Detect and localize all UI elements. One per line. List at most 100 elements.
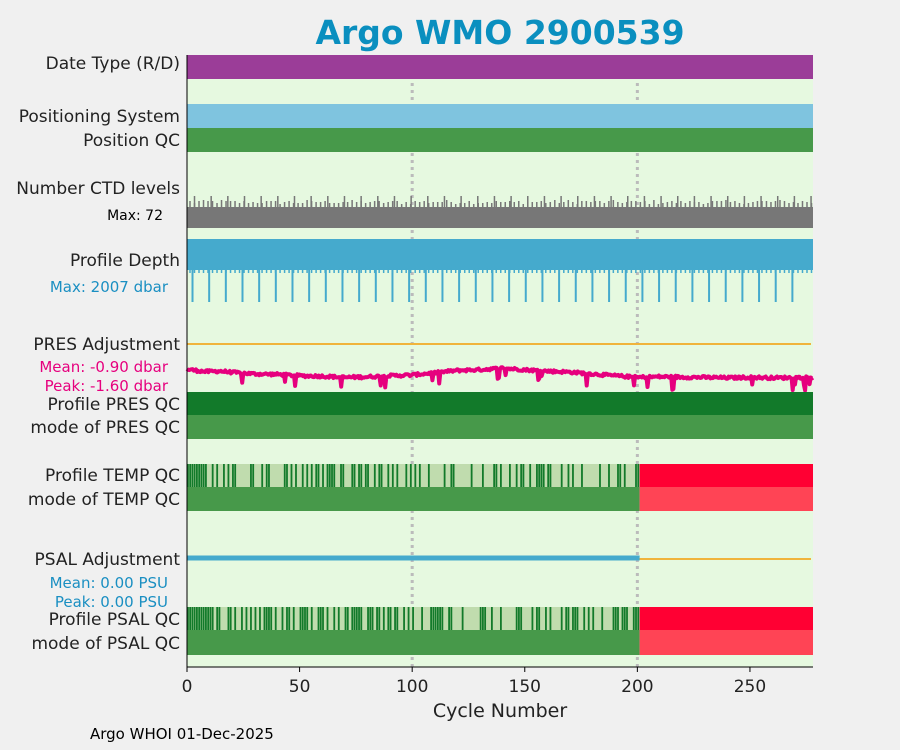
profile-depth-tick [459,268,461,273]
profile-temp-qc-stripe [493,464,496,487]
profile-depth-tick [554,268,556,273]
profile-psal-qc-stripe [319,607,322,630]
ctd-level-tick [765,201,768,207]
x-axis-label: Cycle Number [433,700,567,722]
profile-psal-qc-stripe [198,607,201,630]
ctd-level-tick [252,202,254,207]
ctd-level-tick [328,203,331,207]
profile-temp-qc-stripe [261,464,264,487]
ctd-level-spike [260,196,262,207]
profile-temp-qc-stripe [205,464,207,487]
profile-depth-tick [603,268,606,273]
ctd-level-tick [671,201,673,207]
profile-psal-qc-stripe [538,607,541,630]
profile-psal-qc-stripe [189,607,192,630]
profile-depth-tick [743,268,745,273]
ctd-level-spike [676,196,679,207]
ctd-level-tick [549,202,552,207]
ctd-level-tick [333,203,335,207]
profile-psal-qc-stripe [623,607,626,630]
profile-depth-tick [445,268,448,273]
ctd-level-tick [518,201,520,207]
ctd-level-tick [265,201,268,207]
ctd-level-spike [293,196,296,207]
ctd-level-tick [756,201,759,207]
profile-depth-tick [635,268,637,273]
mode-psal-qc-bad [639,630,813,655]
profile-temp-qc-stripe [333,464,336,487]
ctd-level-tick [306,200,308,207]
profile-psal-qc-stripe [403,607,405,630]
ctd-level-spike [227,196,229,207]
profile-psal-qc-stripe [322,607,324,630]
profile-depth-tick [495,268,497,273]
profile-temp-qc-stripe [250,464,252,487]
ctd-level-tick [405,202,407,207]
ctd-level-tick [567,200,570,207]
profile-temp-qc-stripe [351,464,354,487]
profile-depth-tick [247,268,250,273]
ctd-level-tick [288,201,290,207]
profile-temp-qc-stripe [216,464,219,487]
profile-temp-qc-stripe [310,464,313,487]
profile-psal-qc-stripe [574,607,577,630]
profile-temp-qc-stripe [470,464,473,487]
profile-depth-tick [378,268,380,273]
profile-depth-dive [508,270,511,302]
plot-background [187,55,813,667]
label-pres-adjustment: PRES Adjustment [33,335,180,355]
profile-temp-qc-stripe [572,464,574,487]
profile-temp-qc-stripe [322,464,324,487]
ctd-level-tick [486,202,488,207]
profile-temp-qc-stripe [283,464,286,487]
label-profile-pres-qc: Profile PRES QC [47,395,180,415]
ctd-level-tick [558,203,561,207]
ctd-level-tick [738,203,741,207]
ctd-level-spike [193,196,196,207]
ctd-level-spike [443,196,446,207]
profile-psal-qc-stripe [306,607,309,630]
ctd-level-tick [436,202,439,207]
profile-depth-tick [292,268,295,273]
ctd-level-tick [747,203,750,207]
ctd-level-spike [477,196,479,207]
profile-psal-qc-stripe [358,607,360,630]
profile-depth-tick [617,268,619,273]
label-mode-psal-qc: mode of PSAL QC [31,634,180,654]
profile-depth-dive [408,270,411,302]
profile-depth-bar [187,239,813,270]
profile-psal-qc-stripe [436,607,439,630]
profile-temp-qc-stripe [619,464,622,487]
profile-depth-tick [283,268,286,273]
ctd-level-tick [779,200,781,207]
label-psal-adjustment: PSAL Adjustment [35,550,181,570]
profile-temp-qc-stripe [495,464,498,487]
profile-depth-tick [563,268,565,273]
profile-temp-qc-stripe [380,464,383,487]
profile-psal-qc-stripe [241,607,243,630]
profile-temp-qc-stripe [599,464,601,487]
profile-depth-tick [639,268,642,273]
ctd-level-tick [373,201,376,207]
profile-psal-qc-stripe [583,607,586,630]
x-tick-label: 250 [734,677,766,697]
ctd-level-tick [274,201,277,207]
profile-psal-qc-stripe [259,607,261,630]
profile-temp-qc-stripe [315,464,318,487]
ctd-level-spike [743,196,746,207]
profile-depth-tick [630,268,633,273]
profile-temp-qc-stripe [405,464,408,487]
profile-psal-qc-stripe [205,607,207,630]
ctd-level-tick [774,201,777,207]
profile-psal-qc-stripe [567,607,570,630]
profile-psal-qc-stripe [207,607,210,630]
profile-temp-qc-stripe [353,464,356,487]
ctd-level-tick [590,202,592,207]
ctd-level-tick [513,202,516,207]
profile-temp-qc-stripe [637,464,640,487]
ctd-level-spike [627,196,629,207]
profile-depth-tick [522,268,525,273]
profile-depth-tick [477,268,479,273]
profile-temp-qc-stripe [295,464,297,487]
